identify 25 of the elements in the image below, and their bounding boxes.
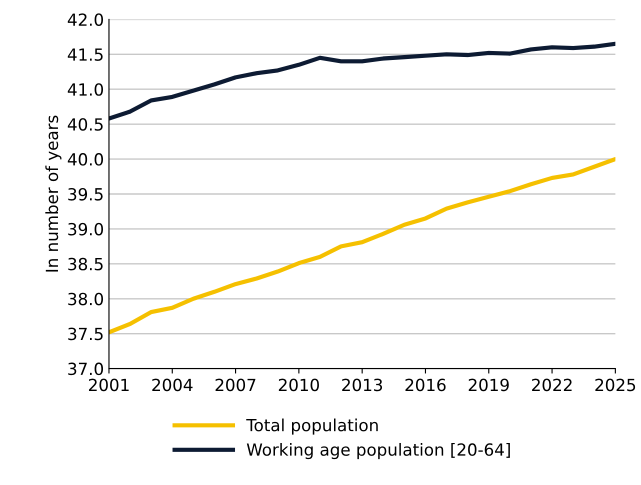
y-tick-label: 40.0 (68, 153, 103, 166)
x-tick-label: 2019 (468, 378, 509, 392)
y-tick-label: 39.0 (68, 222, 103, 236)
y-tick-label: 37.0 (68, 362, 103, 376)
x-tick-label: 2016 (405, 378, 446, 392)
y-tick-label: 41.5 (68, 48, 103, 61)
x-tick-label: 2025 (595, 378, 636, 392)
y-tick-label: 42.0 (68, 13, 103, 26)
y-tick-label: 40.5 (68, 118, 103, 131)
y-tick-label: 37.5 (68, 328, 103, 340)
y-tick-label: 41.0 (68, 83, 103, 96)
x-tick-label: 2001 (88, 378, 129, 392)
x-tick-label: 2004 (152, 378, 193, 392)
x-tick-label: 2022 (532, 378, 572, 392)
x-tick-label: 2013 (342, 378, 382, 392)
line-series (108, 42, 616, 121)
line-series (108, 156, 616, 334)
legend-label: Total population (246, 418, 378, 435)
y-tick-label: 38.0 (68, 292, 103, 306)
x-tick-label: 2010 (278, 378, 319, 392)
y-axis-title: In number of years (45, 116, 62, 272)
x-tick-label: 2007 (216, 378, 256, 392)
y-tick-label: 39.5 (68, 188, 103, 201)
legend-label: Working age population [20-64] (246, 442, 510, 460)
y-tick-label: 38.5 (68, 258, 103, 270)
